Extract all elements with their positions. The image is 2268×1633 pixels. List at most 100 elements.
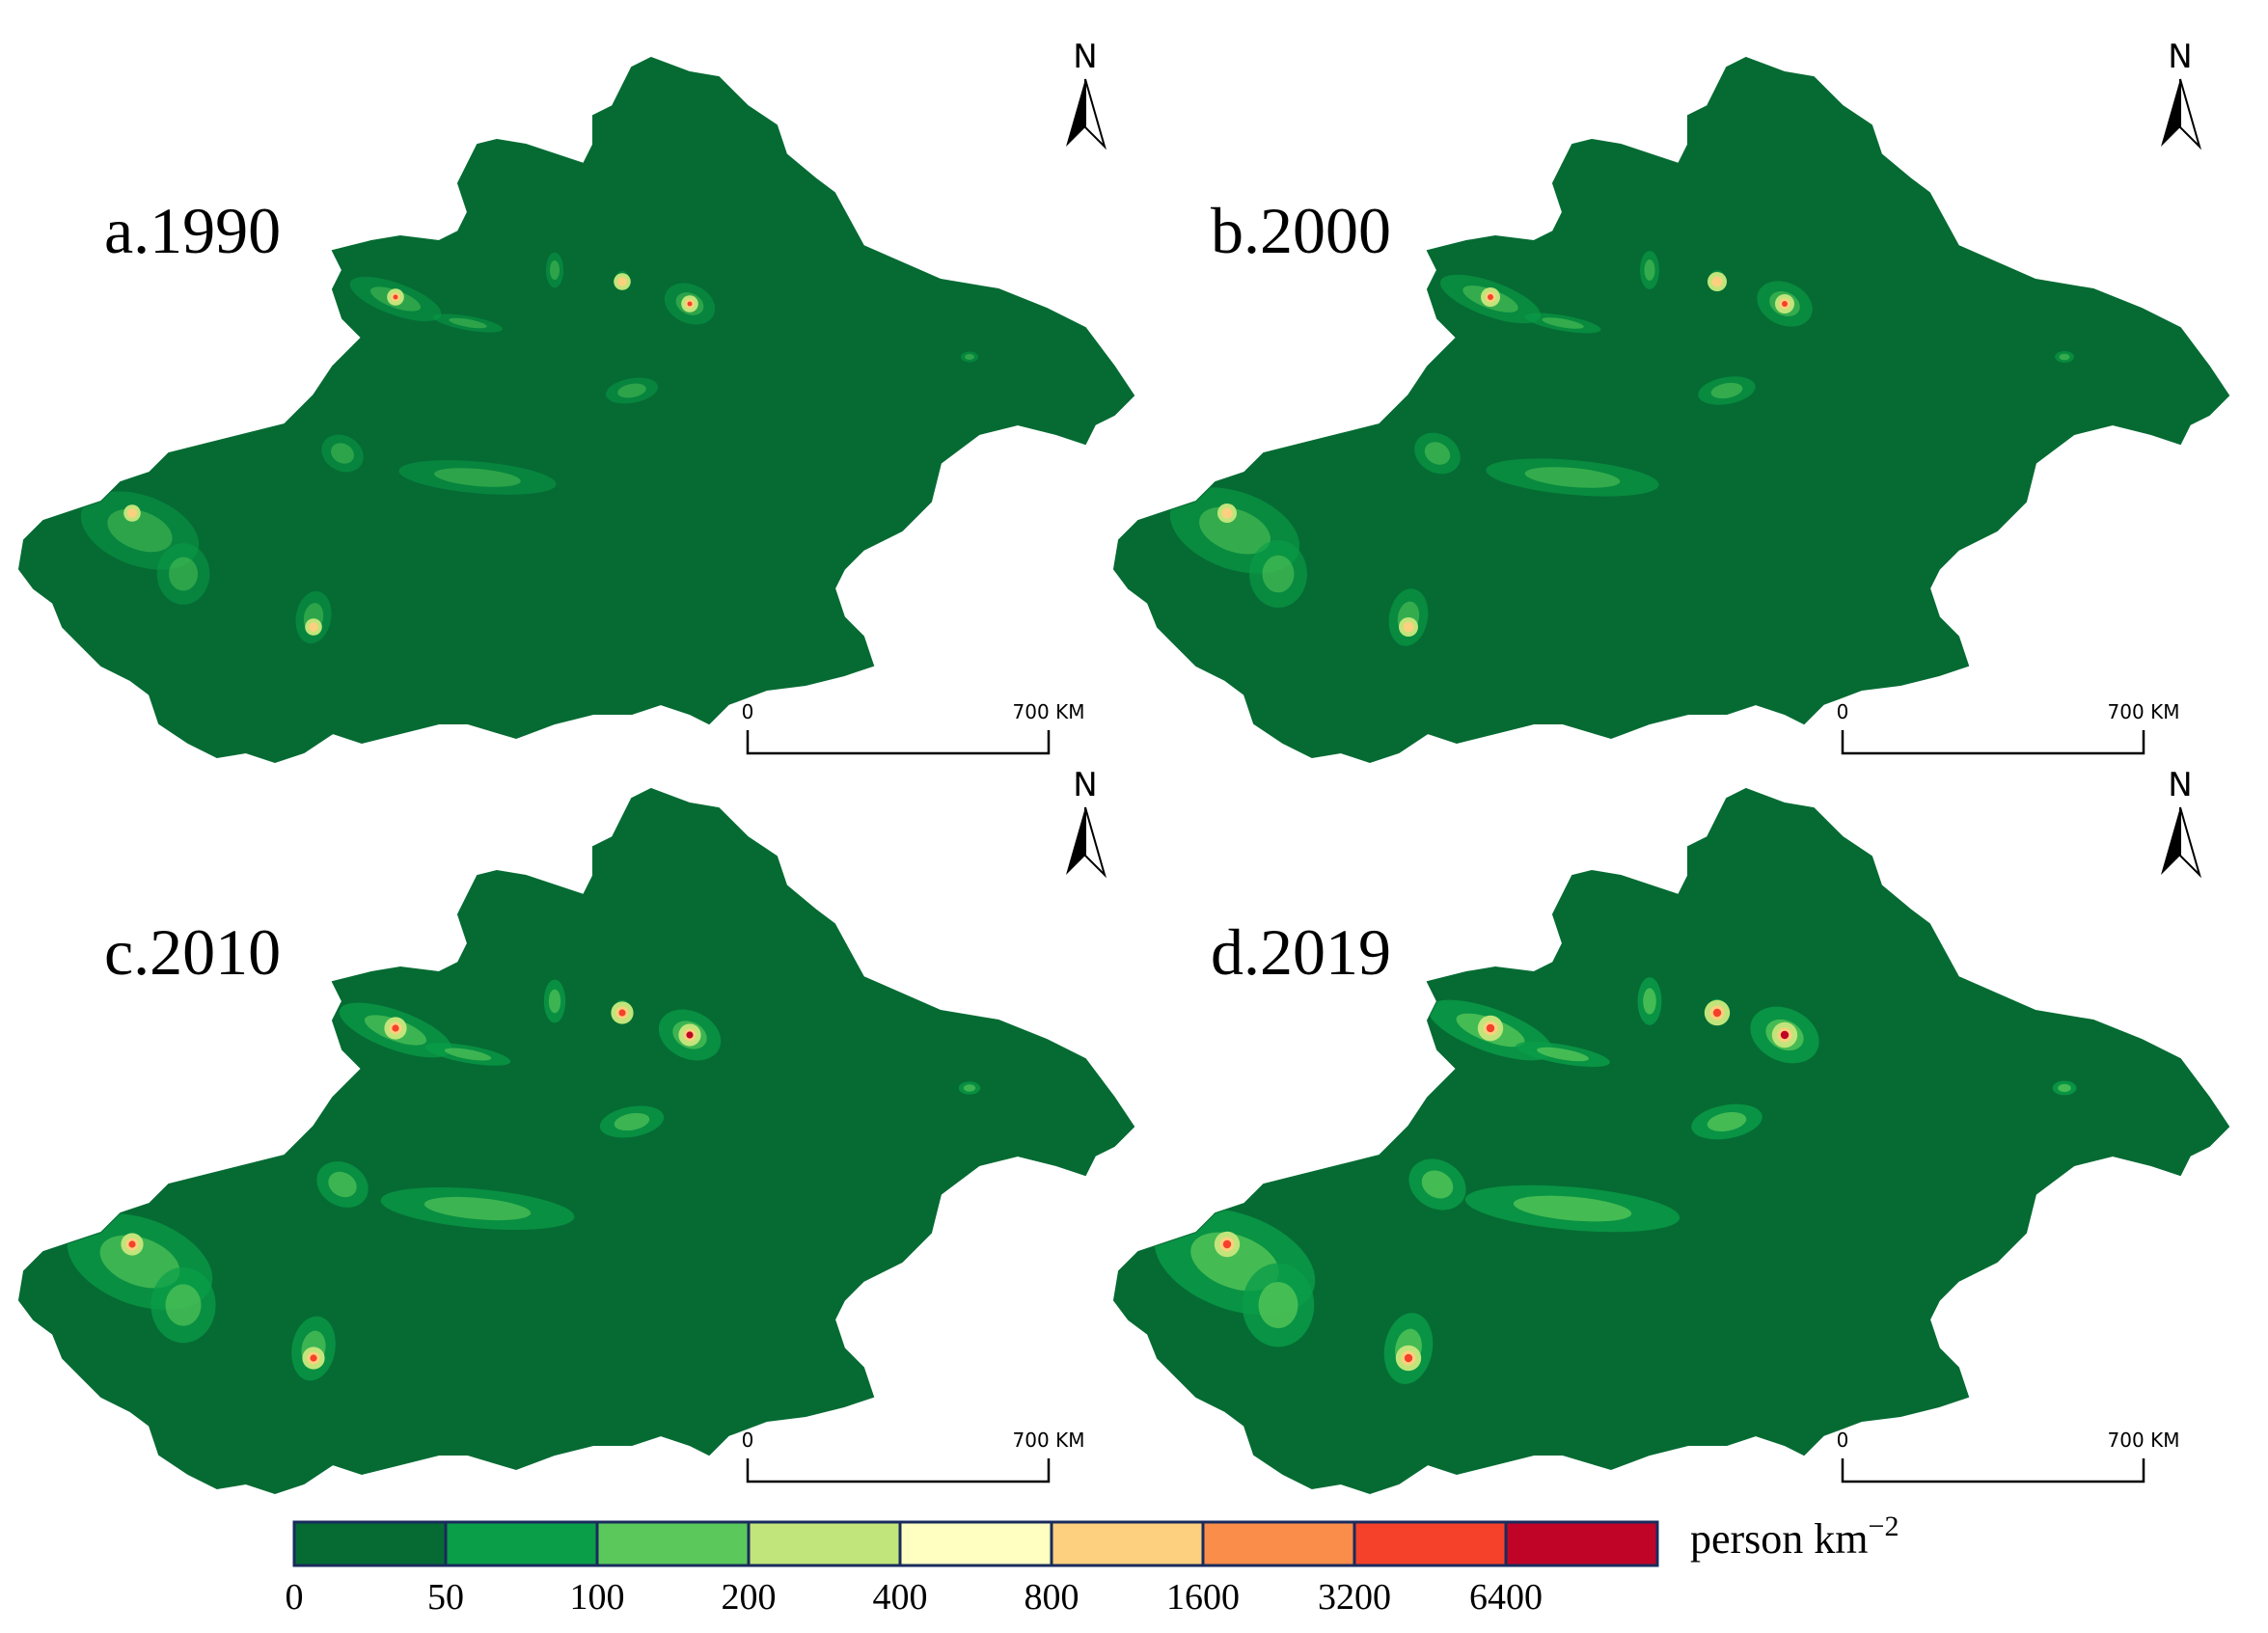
density-core bbox=[127, 508, 137, 518]
scale-end-label: 700 KM bbox=[1013, 700, 1085, 723]
density-area bbox=[617, 383, 646, 398]
density-area bbox=[1524, 467, 1621, 488]
density-area bbox=[1644, 259, 1655, 281]
density-area bbox=[424, 1196, 532, 1221]
density-area bbox=[433, 313, 503, 333]
legend-swatch bbox=[898, 1520, 1053, 1567]
density-core bbox=[309, 622, 318, 632]
density-area bbox=[1643, 988, 1656, 1015]
legend-tick-label: 400 bbox=[873, 1577, 928, 1618]
legend-swatch bbox=[1504, 1520, 1659, 1567]
density-peak bbox=[1782, 301, 1788, 307]
legend: 0 50 100 200 400 800 1600 3200 6400 person km−2 bbox=[286, 1511, 1899, 1618]
legend-tick-label: 6400 bbox=[1469, 1577, 1543, 1618]
legend-tick-label: 1600 bbox=[1166, 1577, 1240, 1618]
map-panel bbox=[1113, 788, 2229, 1494]
density-area bbox=[295, 590, 332, 644]
density-patches bbox=[1169, 251, 2074, 646]
north-arrow-icon: N bbox=[2161, 766, 2202, 879]
density-area bbox=[965, 354, 974, 360]
legend-swatch bbox=[1353, 1520, 1508, 1567]
density-area bbox=[1513, 1195, 1632, 1222]
density-peak bbox=[1486, 1023, 1495, 1033]
density-area bbox=[1707, 1111, 1747, 1132]
density-area bbox=[444, 1048, 492, 1061]
density-area bbox=[169, 557, 198, 591]
density-patches bbox=[80, 252, 979, 644]
density-area bbox=[614, 1112, 650, 1131]
density-area bbox=[156, 543, 210, 605]
map-panel bbox=[18, 788, 1134, 1494]
scale-bar: 0 700 KM bbox=[1837, 700, 2180, 755]
density-area bbox=[107, 508, 173, 553]
density-core bbox=[1403, 621, 1414, 633]
density-area bbox=[606, 377, 658, 404]
legend-unit-label: person km−2 bbox=[1690, 1511, 1899, 1563]
legend-tick-label: 0 bbox=[286, 1577, 304, 1618]
density-core bbox=[1711, 276, 1723, 287]
legend-tick-label: 100 bbox=[570, 1577, 625, 1618]
density-area bbox=[548, 989, 561, 1014]
density-area bbox=[434, 468, 521, 487]
density-peak bbox=[128, 1240, 136, 1248]
density-area bbox=[1199, 506, 1271, 555]
scale-end-label: 700 KM bbox=[2108, 700, 2180, 723]
density-area bbox=[99, 1235, 180, 1289]
north-arrow-icon: N bbox=[2161, 38, 2202, 150]
density-area bbox=[2059, 353, 2070, 361]
density-area bbox=[960, 351, 979, 363]
legend-tick-label: 800 bbox=[1025, 1577, 1079, 1618]
density-peak bbox=[392, 1024, 399, 1032]
scale-bar: 0 700 KM bbox=[742, 700, 1085, 755]
region-land bbox=[18, 788, 1134, 1494]
legend-tick-label: 50 bbox=[427, 1577, 464, 1618]
density-area bbox=[1424, 442, 1451, 465]
density-area bbox=[449, 317, 487, 329]
legend-tick-label: 200 bbox=[722, 1577, 777, 1618]
density-area bbox=[398, 460, 557, 495]
density-area bbox=[1542, 317, 1584, 329]
panel-label: d.2019 bbox=[1211, 915, 1391, 989]
density-area bbox=[1258, 1282, 1298, 1328]
density-peak bbox=[1404, 1353, 1413, 1363]
density-peak bbox=[1712, 1008, 1722, 1018]
scale-bar: 0 700 KM bbox=[1837, 1429, 2179, 1483]
density-area bbox=[1537, 1047, 1589, 1062]
density-area bbox=[1710, 382, 1743, 399]
density-peak bbox=[1488, 294, 1493, 300]
legend-swatch bbox=[595, 1520, 751, 1567]
scale-start-label: 0 bbox=[1837, 1429, 1849, 1452]
legend-tick-label: 3200 bbox=[1318, 1577, 1391, 1618]
panel-label: a.1990 bbox=[104, 194, 281, 267]
density-peak bbox=[686, 1031, 694, 1039]
density-peak bbox=[1780, 1030, 1790, 1040]
map-panel bbox=[1113, 57, 2229, 763]
legend-swatch bbox=[292, 1520, 448, 1567]
legend-swatch bbox=[444, 1520, 599, 1567]
north-label: N bbox=[2168, 766, 2192, 804]
region-land bbox=[1113, 788, 2229, 1494]
north-label: N bbox=[1073, 766, 1097, 804]
scale-start-label: 0 bbox=[742, 700, 754, 723]
legend-unit-exponent: −2 bbox=[1869, 1511, 1899, 1542]
density-area bbox=[963, 1084, 976, 1092]
density-peak bbox=[310, 1354, 317, 1362]
legend-swatch bbox=[1050, 1520, 1205, 1567]
density-area bbox=[165, 1284, 202, 1326]
region-land bbox=[18, 57, 1134, 763]
density-area bbox=[331, 443, 354, 464]
density-patches bbox=[1154, 977, 2077, 1384]
density-area bbox=[2058, 1083, 2071, 1093]
map-panel bbox=[18, 57, 1134, 763]
density-area bbox=[1421, 1170, 1454, 1199]
north-arrow-icon: N bbox=[1066, 38, 1107, 150]
density-peak bbox=[1222, 1239, 1232, 1249]
density-area bbox=[1262, 555, 1295, 593]
density-peak bbox=[618, 1009, 626, 1017]
legend-swatch bbox=[1201, 1520, 1356, 1567]
density-area bbox=[545, 252, 564, 288]
density-area bbox=[328, 1171, 357, 1198]
density-peak bbox=[393, 294, 398, 300]
scale-start-label: 0 bbox=[742, 1429, 754, 1452]
